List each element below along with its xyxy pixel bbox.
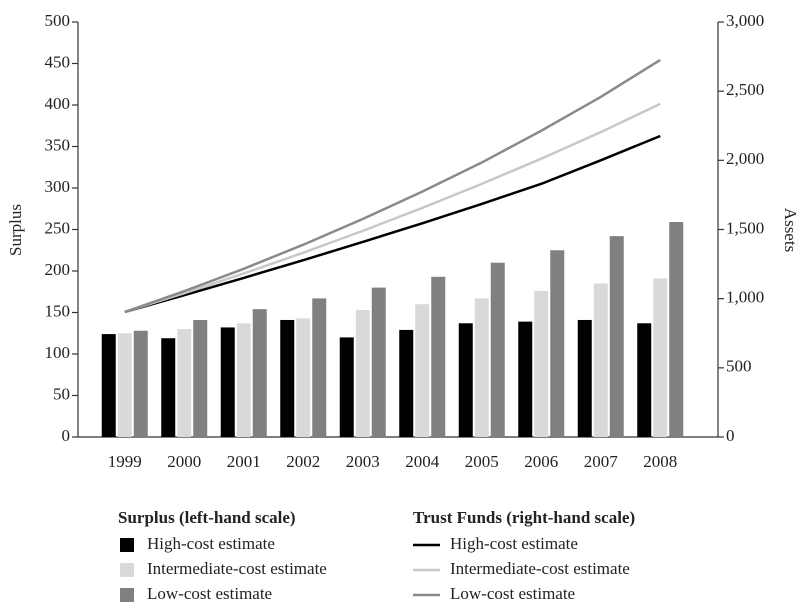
bar — [669, 222, 684, 437]
x-tick-label: 2004 — [405, 452, 440, 471]
y2-tick-label: 0 — [726, 426, 735, 445]
bar — [339, 337, 354, 437]
y-tick-label: 0 — [62, 426, 71, 445]
bar — [101, 334, 116, 437]
bar — [653, 278, 668, 437]
bar — [399, 329, 414, 437]
x-tick-label: 2005 — [465, 452, 499, 471]
bar — [296, 318, 311, 437]
legend-title: Trust Funds (right-hand scale) — [413, 508, 635, 527]
x-tick-label: 2000 — [167, 452, 201, 471]
legend-title: Surplus (left-hand scale) — [118, 508, 296, 527]
y2-tick-label: 1,000 — [726, 288, 764, 307]
bar — [458, 323, 473, 437]
bar — [355, 310, 370, 437]
y-tick-label: 50 — [53, 384, 70, 403]
x-tick-label: 2008 — [643, 452, 677, 471]
line — [124, 58, 661, 314]
y2-tick-label: 500 — [726, 357, 752, 376]
bar — [550, 250, 565, 437]
line — [124, 134, 661, 314]
bar — [431, 276, 446, 437]
bar — [371, 287, 386, 437]
legend-label: Low-cost estimate — [147, 584, 272, 603]
y-axis-title: Surplus — [6, 204, 25, 256]
legend-swatch — [120, 563, 134, 577]
bar — [518, 321, 533, 437]
x-tick-label: 2002 — [286, 452, 320, 471]
bar — [490, 262, 505, 437]
legend-label: Low-cost estimate — [450, 584, 575, 603]
x-tick-label: 2001 — [227, 452, 261, 471]
x-tick-label: 2007 — [584, 452, 619, 471]
line — [124, 102, 661, 314]
bar — [177, 329, 192, 437]
y2-tick-label: 2,500 — [726, 80, 764, 99]
bar — [193, 319, 208, 437]
legend-label: Intermediate-cost estimate — [450, 559, 630, 578]
y-tick-label: 400 — [45, 94, 71, 113]
y2-tick-label: 2,000 — [726, 149, 764, 168]
legend-label: High-cost estimate — [147, 534, 275, 553]
bar — [474, 298, 489, 437]
legend-swatch — [120, 538, 134, 552]
y-tick-label: 150 — [45, 301, 71, 320]
bar — [312, 298, 327, 437]
bar — [236, 323, 251, 437]
bar — [577, 319, 592, 437]
y2-axis-title: Assets — [781, 208, 800, 252]
y-tick-label: 200 — [45, 260, 71, 279]
legend-swatch — [120, 588, 134, 602]
x-tick-label: 2003 — [346, 452, 380, 471]
bar — [280, 319, 295, 437]
y-tick-label: 350 — [45, 135, 71, 154]
x-tick-label: 1999 — [108, 452, 142, 471]
bar — [415, 304, 430, 437]
y-tick-label: 450 — [45, 52, 71, 71]
y2-tick-label: 1,500 — [726, 218, 764, 237]
bar — [252, 309, 267, 437]
y-tick-label: 500 — [45, 11, 71, 30]
legend-label: Intermediate-cost estimate — [147, 559, 327, 578]
legend-label: High-cost estimate — [450, 534, 578, 553]
bar — [133, 330, 148, 437]
x-tick-label: 2006 — [524, 452, 558, 471]
bar — [637, 323, 652, 437]
y2-tick-label: 3,000 — [726, 11, 764, 30]
y-tick-label: 100 — [45, 343, 71, 362]
bar — [117, 333, 132, 437]
y-tick-label: 250 — [45, 218, 71, 237]
bar — [220, 327, 235, 437]
y-tick-label: 300 — [45, 177, 71, 196]
bar — [593, 283, 608, 437]
bar — [534, 290, 549, 437]
bar — [161, 338, 176, 437]
bar — [609, 236, 624, 437]
